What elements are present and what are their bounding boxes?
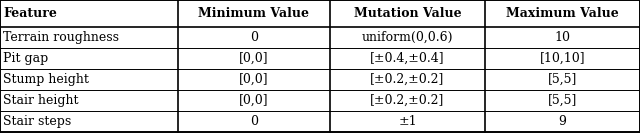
Text: uniform(0,0.6): uniform(0,0.6) [362,31,453,44]
Text: [5,5]: [5,5] [548,73,577,86]
Text: [±0.2,±0.2]: [±0.2,±0.2] [371,73,445,86]
Text: [±0.4,±0.4]: [±0.4,±0.4] [370,52,445,65]
Text: [±0.2,±0.2]: [±0.2,±0.2] [371,94,445,107]
Text: 0: 0 [250,31,258,44]
Text: Minimum Value: Minimum Value [198,7,310,20]
Text: ±1: ±1 [398,115,417,128]
Text: 10: 10 [554,31,570,44]
Text: [5,5]: [5,5] [548,94,577,107]
Text: [0,0]: [0,0] [239,94,269,107]
Text: [10,10]: [10,10] [540,52,586,65]
Text: Stair steps: Stair steps [3,115,72,128]
Text: [0,0]: [0,0] [239,73,269,86]
Text: 9: 9 [559,115,566,128]
Text: Maximum Value: Maximum Value [506,7,619,20]
Text: Stair height: Stair height [3,94,79,107]
Text: Terrain roughness: Terrain roughness [3,31,119,44]
Text: Feature: Feature [3,7,57,20]
Text: Mutation Value: Mutation Value [354,7,461,20]
Text: 0: 0 [250,115,258,128]
Text: Pit gap: Pit gap [3,52,49,65]
Text: [0,0]: [0,0] [239,52,269,65]
Text: Stump height: Stump height [3,73,89,86]
